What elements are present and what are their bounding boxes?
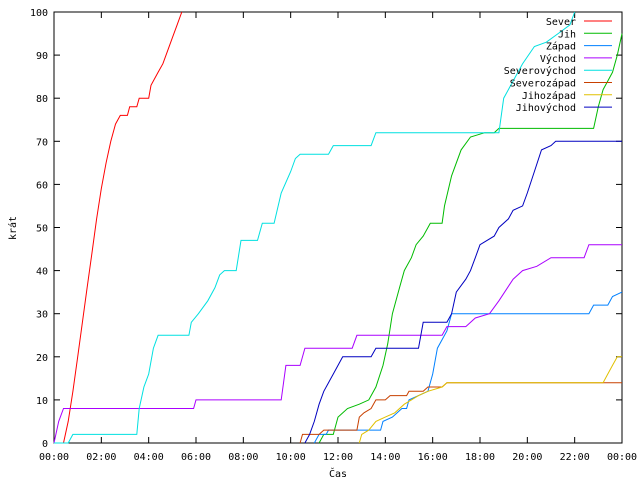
- y-axis-title: krát: [7, 216, 19, 240]
- legend-label: Západ: [546, 41, 576, 53]
- series-line-8: [304, 140, 622, 444]
- legend-label: Jih: [558, 29, 576, 40]
- x-axis-title: Čas: [329, 467, 347, 480]
- series-line-6: [299, 382, 622, 444]
- series-line-1: [63, 11, 183, 444]
- y-tick-label: 80: [36, 94, 48, 105]
- y-tick-label: 0: [42, 439, 48, 450]
- series-line-7: [358, 356, 622, 444]
- x-tick-label: 00:00: [607, 452, 637, 463]
- y-tick-label: 50: [36, 224, 48, 235]
- x-axis-ticks: 00:00 02:00 04:00 06:00 08:00 10:00 12:00 14:00…: [39, 12, 637, 463]
- series-line-5: [54, 11, 576, 444]
- x-tick-label: 06:00: [181, 452, 211, 463]
- series-line-3: [313, 291, 623, 444]
- legend-label: Východ: [540, 53, 576, 65]
- series-line-2: [318, 33, 623, 444]
- y-tick-label: 100: [30, 8, 48, 19]
- x-tick-label: 14:00: [370, 452, 400, 463]
- x-tick-label: 10:00: [276, 452, 306, 463]
- x-tick-label: 02:00: [86, 452, 116, 463]
- y-tick-label: 10: [36, 396, 48, 407]
- x-tick-label: 20:00: [512, 452, 542, 463]
- legend: SeverJihZápadVýchodSeverovýchodSeverozáp…: [504, 17, 612, 114]
- series-line-4: [53, 244, 622, 444]
- legend-label: Sever: [546, 17, 576, 28]
- x-tick-label: 04:00: [134, 452, 164, 463]
- x-tick-label: 00:00: [39, 452, 69, 463]
- legend-label: Severovýchod: [504, 65, 576, 77]
- legend-label: Jihovýchod: [516, 102, 576, 114]
- x-tick-label: 08:00: [228, 452, 258, 463]
- y-tick-label: 40: [36, 267, 48, 278]
- y-tick-label: 20: [36, 353, 48, 364]
- x-tick-label: 16:00: [418, 452, 448, 463]
- x-tick-label: 18:00: [465, 452, 495, 463]
- series-lines: [53, 11, 623, 444]
- y-tick-label: 60: [36, 180, 48, 191]
- y-tick-label: 30: [36, 310, 48, 321]
- y-tick-label: 90: [36, 51, 48, 62]
- legend-label: Jihozápad: [522, 90, 576, 102]
- y-tick-label: 70: [36, 137, 48, 148]
- x-tick-label: 22:00: [560, 452, 590, 463]
- legend-label: Severozápad: [510, 78, 576, 90]
- x-tick-label: 12:00: [323, 452, 353, 463]
